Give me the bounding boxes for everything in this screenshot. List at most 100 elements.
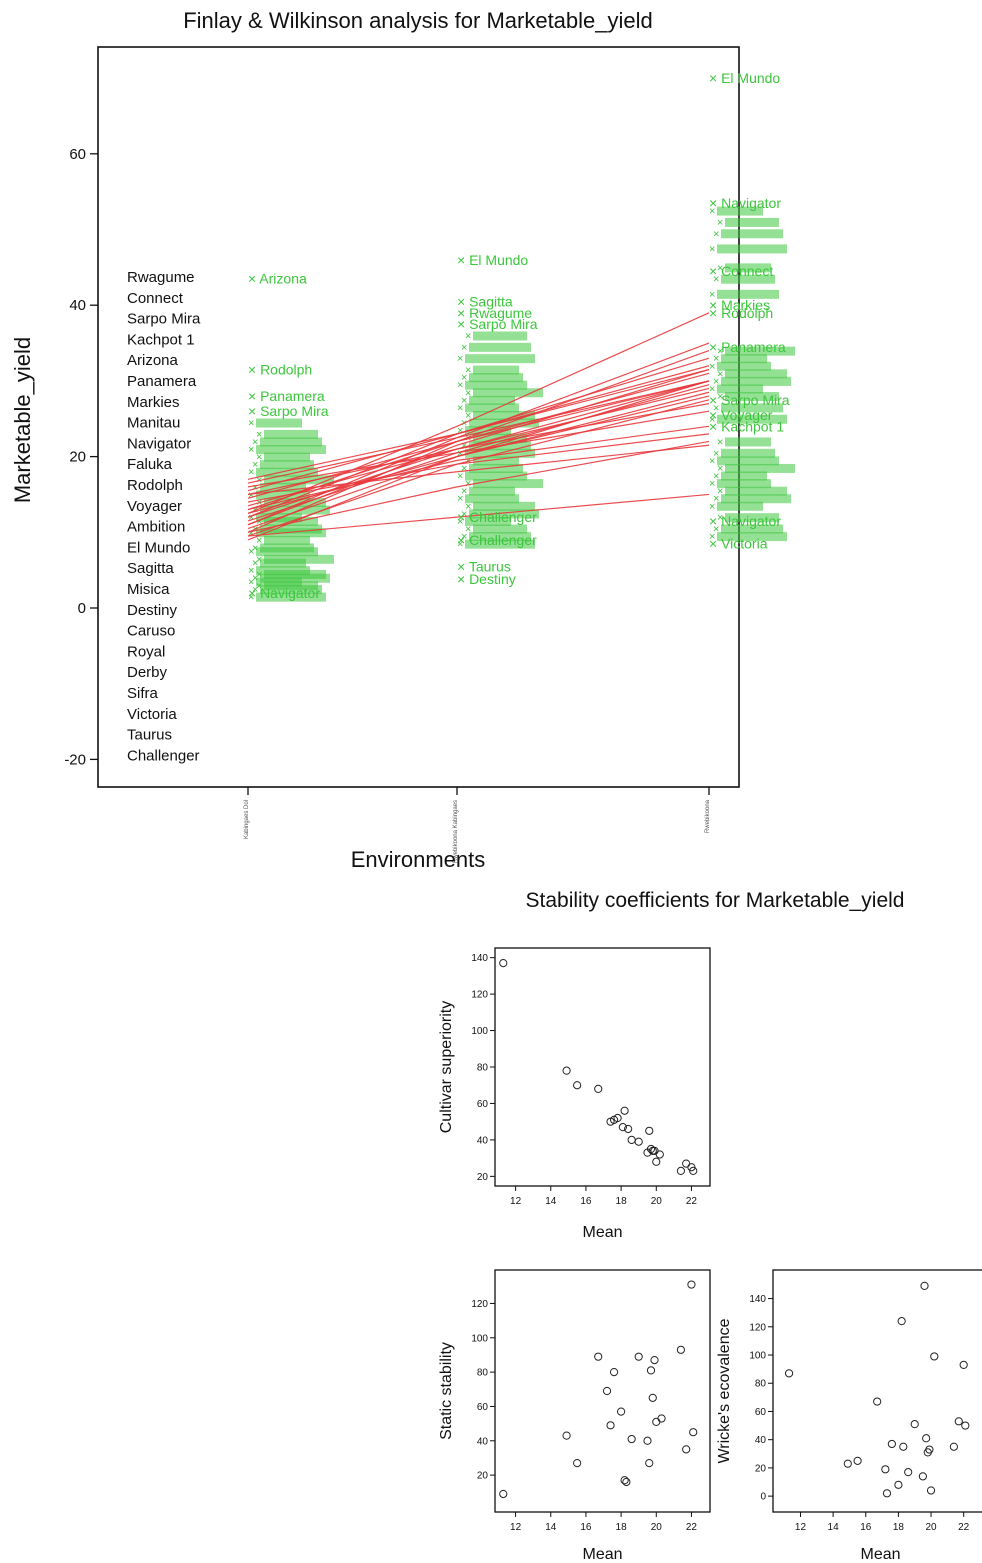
fw-point-marker: × bbox=[457, 516, 463, 528]
fw-point-label-cluster bbox=[465, 471, 527, 481]
fw-point-marker: × bbox=[457, 402, 463, 414]
panel-y-tick-label: 60 bbox=[477, 1099, 489, 1110]
fw-point-marker: × bbox=[461, 463, 467, 475]
panel-x-tick-label: 14 bbox=[545, 1196, 557, 1207]
fw-fitted-line bbox=[247, 440, 710, 533]
fw-legend-entry: Destiny bbox=[127, 602, 178, 619]
fw-legend-entry: Arizona bbox=[127, 352, 179, 369]
fw-point-label-cluster bbox=[469, 342, 531, 352]
fw-point-marker: × bbox=[717, 436, 723, 448]
panel-point bbox=[499, 959, 508, 968]
panel-y-tick-label: 20 bbox=[477, 1172, 489, 1183]
fw-point-marker: × bbox=[256, 452, 262, 464]
panel-point bbox=[646, 1366, 656, 1375]
fw-legend-entry: Ambition bbox=[127, 519, 185, 536]
fw-point-label-cluster bbox=[256, 467, 318, 477]
fw-point-marker: × bbox=[457, 353, 463, 365]
fw-point-label-cluster bbox=[721, 448, 775, 458]
fw-point-label: × Rwagume bbox=[457, 305, 532, 321]
fw-point-label-cluster bbox=[469, 486, 515, 496]
panel-point bbox=[682, 1159, 691, 1168]
panel-point bbox=[620, 1106, 629, 1115]
fw-point-label-cluster bbox=[473, 410, 535, 420]
panel-point bbox=[910, 1420, 919, 1429]
fw-point-marker: × bbox=[248, 527, 254, 539]
fw-point-label: × Panamera bbox=[248, 388, 325, 404]
panel-point bbox=[562, 1431, 571, 1440]
fw-point-label-cluster bbox=[721, 494, 791, 504]
fw-point-marker: × bbox=[717, 217, 723, 229]
panel-point bbox=[894, 1480, 903, 1489]
fw-point-marker: × bbox=[713, 402, 719, 414]
fw-point-label: × Destiny bbox=[457, 571, 516, 587]
panel-point bbox=[887, 1439, 896, 1449]
panel-point bbox=[602, 1386, 612, 1396]
fw-point-label-cluster bbox=[264, 475, 334, 485]
fw-legend-entry: Connect bbox=[127, 290, 184, 307]
fw-legend-entry: Royal bbox=[127, 643, 165, 660]
fw-point-label-cluster bbox=[717, 501, 763, 511]
panel-point bbox=[959, 1360, 968, 1369]
fw-point-label: × Connect bbox=[709, 263, 773, 279]
panel-point bbox=[634, 1352, 643, 1361]
fw-legend-entry: Sarpo Mira bbox=[127, 311, 201, 328]
fw-point-marker: × bbox=[709, 531, 715, 543]
fw-point-label-cluster bbox=[725, 369, 787, 379]
fw-point-marker: × bbox=[709, 383, 715, 395]
fw-point-label: × Challenger bbox=[457, 509, 537, 525]
panel-point bbox=[499, 1489, 508, 1499]
panel-point bbox=[594, 1084, 603, 1093]
panel-point bbox=[918, 1472, 927, 1481]
panel-y-tick-label: 120 bbox=[749, 1322, 766, 1333]
panel-y-tick-label: 60 bbox=[477, 1402, 489, 1413]
fw-legend-entry: Taurus bbox=[127, 727, 172, 744]
panel-y-tick-label: 140 bbox=[749, 1294, 766, 1305]
fw-point-label-cluster bbox=[473, 456, 519, 466]
fw-point-marker: × bbox=[709, 478, 715, 490]
panel-y-tick-label: 120 bbox=[471, 1299, 488, 1310]
panel-y-tick-label: 60 bbox=[755, 1407, 767, 1418]
fw-legend-entry: Misica bbox=[127, 581, 170, 598]
panel-y-tick-label: 80 bbox=[477, 1368, 489, 1379]
panel-point bbox=[594, 1352, 603, 1361]
fw-point-label-cluster bbox=[473, 365, 519, 375]
panel-x-tick-label: 22 bbox=[686, 1196, 698, 1207]
fw-point-label: × Taurus bbox=[457, 558, 511, 574]
panel-point bbox=[573, 1458, 582, 1468]
fw-point-label-cluster bbox=[721, 524, 783, 534]
fw-point-marker: × bbox=[248, 546, 254, 558]
fw-fitted-lines bbox=[247, 312, 710, 541]
fw-point-marker: × bbox=[465, 330, 471, 342]
panel-point bbox=[920, 1281, 929, 1290]
panel-point bbox=[897, 1317, 906, 1326]
panel-y-tick-label: 0 bbox=[760, 1492, 766, 1503]
fw-point-marker: × bbox=[709, 289, 715, 301]
fw-legend-entry: Navigator bbox=[127, 435, 191, 452]
fw-fitted-line bbox=[247, 403, 710, 496]
fw-y-tick-label: 20 bbox=[69, 449, 86, 466]
fw-point-marker: × bbox=[713, 228, 719, 240]
fw-point-marker: × bbox=[465, 365, 471, 377]
fw-legend-entry: Panamera bbox=[127, 373, 197, 390]
panel-y-tick-label: 140 bbox=[471, 953, 488, 964]
fw-point-label-cluster bbox=[260, 460, 314, 470]
fw-point-marker: × bbox=[252, 558, 258, 570]
panel-point bbox=[676, 1166, 685, 1175]
fw-point-label-cluster bbox=[721, 376, 791, 386]
panel-point bbox=[882, 1489, 892, 1498]
fw-legend: Rwagume Connect Sarpo Mira Kachpot 1 Arizona… bbox=[127, 269, 201, 764]
panel-y-tick-label: 120 bbox=[471, 990, 488, 1001]
panel-point bbox=[573, 1081, 582, 1090]
panel-x-axis-title: Mean bbox=[582, 1546, 622, 1563]
fw-point-label-cluster bbox=[725, 486, 787, 496]
panel-point bbox=[627, 1135, 636, 1145]
fw-point-label: × Victoria bbox=[709, 536, 768, 552]
fw-point-marker: × bbox=[457, 448, 463, 460]
fw-point-marker: × bbox=[717, 262, 723, 274]
panel-y-tick-label: 20 bbox=[477, 1471, 489, 1482]
fw-fitted-line bbox=[247, 380, 710, 484]
stability-title: Stability coefficients for Marketable_yi… bbox=[526, 889, 905, 912]
panel-point bbox=[655, 1150, 664, 1159]
fw-point-label: × Voyager bbox=[709, 407, 773, 423]
fw-point-label-cluster bbox=[256, 445, 326, 455]
